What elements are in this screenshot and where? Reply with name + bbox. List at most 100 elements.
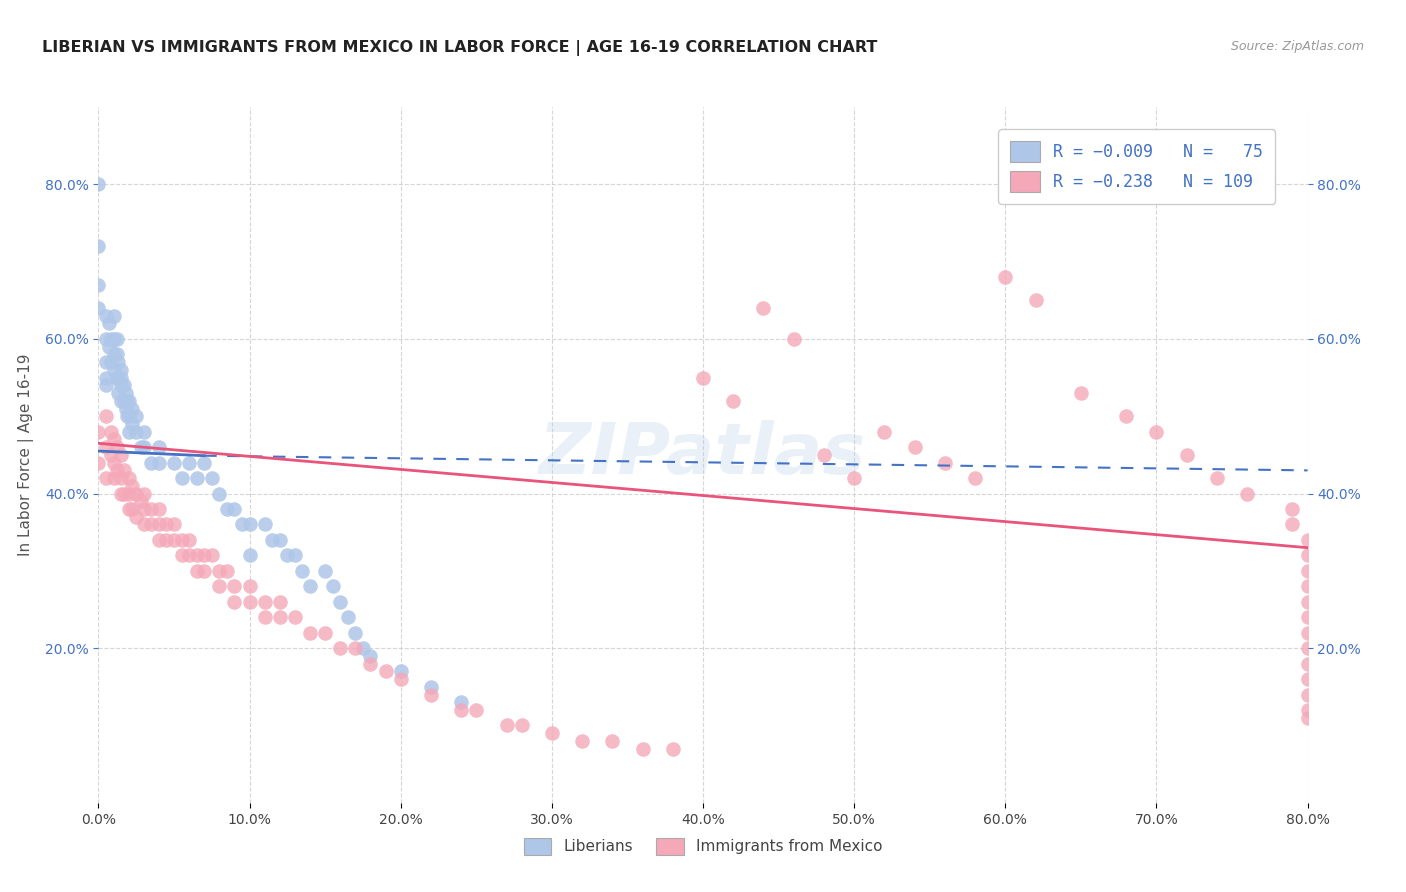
Point [107,386,129,401]
Point [125,509,148,524]
Point [276,549,298,563]
Point [94,355,117,369]
Point [129,494,152,508]
Point [121,502,143,516]
Point [224,502,246,516]
Point [1296,657,1319,671]
Point [179,549,201,563]
Point [389,665,412,679]
Point [1296,564,1319,578]
Point [1296,610,1319,624]
Point [329,595,352,609]
Point [284,549,307,563]
Point [103,471,125,485]
Point [1296,579,1319,593]
Point [336,610,359,624]
Point [100,448,122,462]
Point [239,595,262,609]
Point [132,425,155,439]
Point [1236,486,1258,500]
Point [98,340,121,354]
Point [208,486,231,500]
Point [118,393,141,408]
Point [155,517,177,532]
Point [1296,711,1319,725]
Point [783,332,806,346]
Point [215,564,238,578]
Point [115,393,138,408]
Text: LIBERIAN VS IMMIGRANTS FROM MEXICO IN LABOR FORCE | AGE 16-19 CORRELATION CHART: LIBERIAN VS IMMIGRANTS FROM MEXICO IN LA… [42,40,877,56]
Point [94,471,117,485]
Point [163,456,186,470]
Point [224,579,246,593]
Point [193,564,215,578]
Point [299,579,322,593]
Point [141,456,163,470]
Point [1024,293,1046,308]
Point [1206,471,1229,485]
Point [495,718,517,732]
Point [105,463,128,477]
Point [112,486,135,500]
Point [121,401,143,416]
Point [110,370,132,384]
Point [105,370,128,384]
Point [148,517,170,532]
Point [100,332,122,346]
Point [87,239,110,253]
Point [129,440,152,454]
Point [170,533,193,547]
Point [1281,517,1303,532]
Point [420,688,443,702]
Point [193,549,215,563]
Point [107,370,129,384]
Point [110,378,132,392]
Point [1070,386,1092,401]
Point [253,610,276,624]
Point [208,564,231,578]
Point [103,433,125,447]
Point [1144,425,1167,439]
Point [224,595,246,609]
Point [291,564,314,578]
Point [179,533,201,547]
Point [1296,641,1319,656]
Point [661,741,683,756]
Point [125,425,148,439]
Point [87,456,110,470]
Point [994,270,1017,285]
Point [98,317,121,331]
Point [87,301,110,315]
Point [269,610,291,624]
Point [112,378,135,392]
Point [844,471,866,485]
Point [132,486,155,500]
Point [344,625,367,640]
Point [352,641,374,656]
Point [201,471,224,485]
Point [253,595,276,609]
Point [94,332,117,346]
Point [239,549,262,563]
Point [132,517,155,532]
Point [1296,549,1319,563]
Point [118,409,141,424]
Point [112,393,135,408]
Point [450,695,472,709]
Point [118,502,141,516]
Point [163,517,186,532]
Point [148,533,170,547]
Y-axis label: In Labor Force | Age 16-19: In Labor Force | Age 16-19 [18,353,34,557]
Point [148,456,170,470]
Point [115,409,138,424]
Point [121,479,143,493]
Point [148,440,170,454]
Point [193,456,215,470]
Point [1296,688,1319,702]
Point [125,409,148,424]
Legend: Liberians, Immigrants from Mexico: Liberians, Immigrants from Mexico [517,831,889,862]
Point [148,502,170,516]
Point [118,425,141,439]
Point [94,378,117,392]
Point [571,734,593,748]
